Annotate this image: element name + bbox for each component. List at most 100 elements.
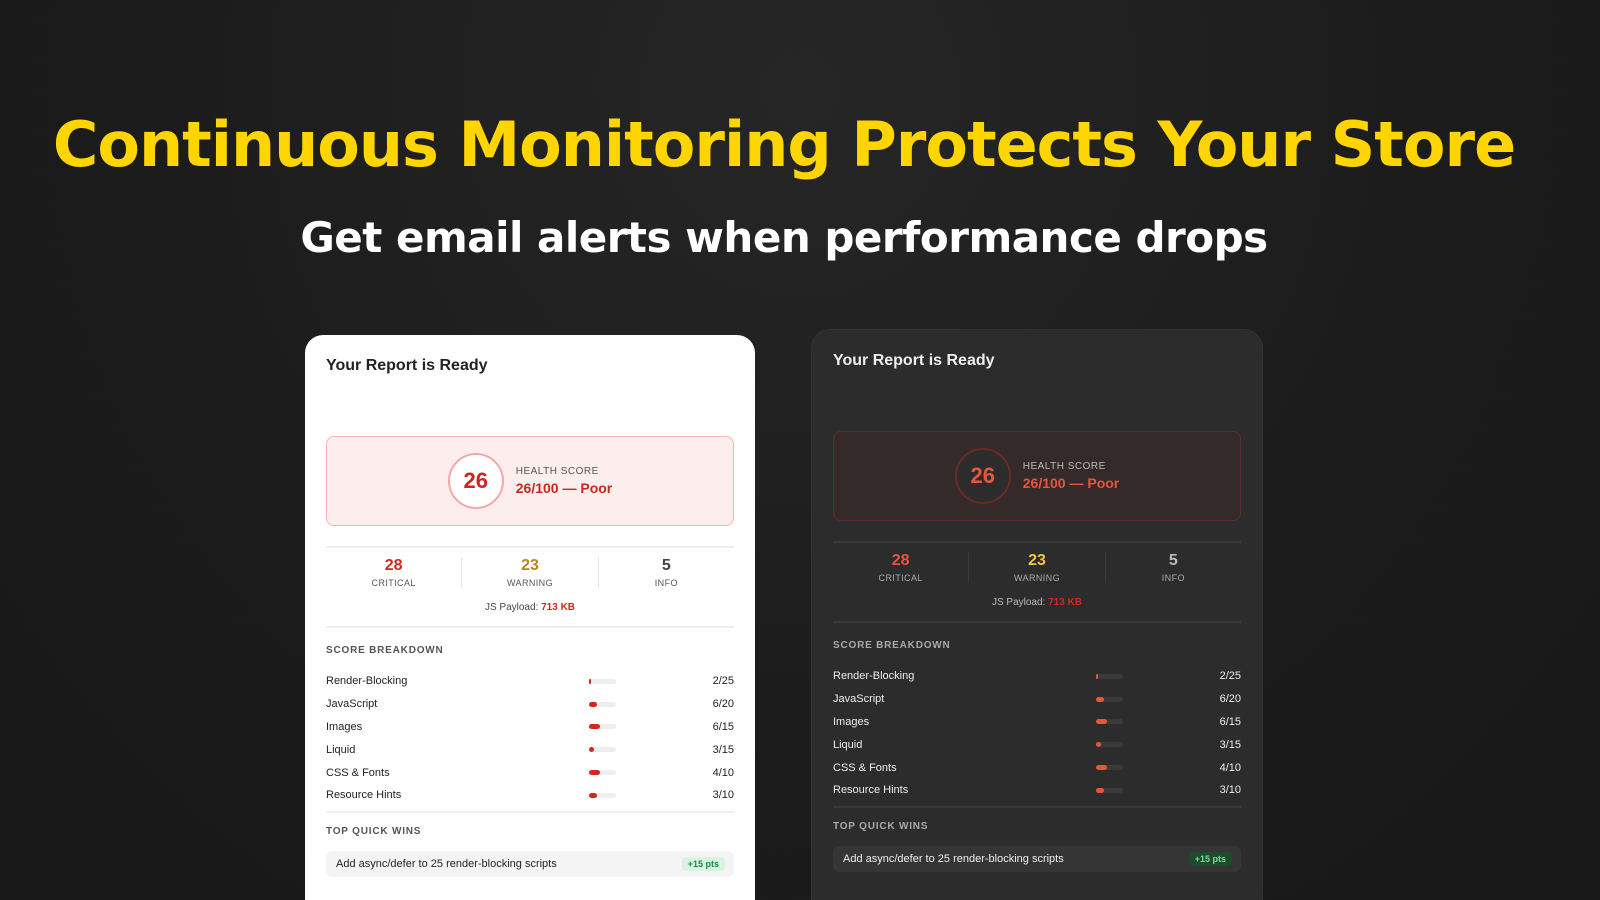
- breakdown-bar: [589, 701, 616, 707]
- breakdown-row: Resource Hints 3/10: [326, 784, 734, 807]
- breakdown-score: 4/10: [712, 766, 734, 779]
- card-title: Your Report is Ready: [833, 352, 995, 369]
- stat-label: CRITICAL: [878, 573, 923, 583]
- headline: Continuous Monitoring Protects Your Stor…: [52, 108, 1516, 181]
- divider: [326, 626, 734, 628]
- breakdown-name: Liquid: [833, 738, 863, 751]
- breakdown-title: SCORE BREAKDOWN: [326, 645, 444, 656]
- divider: [833, 621, 1241, 623]
- breakdown-bar: [1096, 673, 1123, 679]
- divider: [833, 541, 1241, 543]
- stat-value: 5: [661, 557, 671, 574]
- breakdown-score: 6/15: [1219, 715, 1241, 728]
- breakdown-bar: [589, 678, 616, 684]
- breakdown-bar-fill: [1096, 742, 1102, 748]
- stat-label: WARNING: [507, 578, 553, 588]
- breakdown-bar-fill: [1096, 787, 1105, 793]
- breakdown-name: Resource Hints: [326, 789, 402, 802]
- divider: [326, 546, 734, 548]
- stat-warning: 23 WARNING: [461, 557, 597, 588]
- breakdown-score: 3/10: [1219, 784, 1241, 797]
- breakdown-bar-fill: [1096, 696, 1105, 702]
- breakdown-name: Render-Blocking: [326, 675, 408, 688]
- breakdown-row: Render-Blocking 2/25: [833, 665, 1241, 688]
- health-score-text: 26/100 — Poor: [1022, 475, 1120, 491]
- breakdown-row: Render-Blocking 2/25: [326, 670, 734, 693]
- breakdown-name: Images: [326, 720, 363, 733]
- breakdown-bar-fill: [589, 792, 598, 798]
- payload-value: 713 KB: [1048, 597, 1083, 608]
- health-score-box: 26 HEALTH SCORE 26/100 — Poor: [833, 431, 1241, 521]
- health-score-ring: 26: [954, 448, 1011, 504]
- subheadline: Get email alerts when performance drops: [300, 213, 1268, 262]
- breakdown-bar-fill: [1096, 673, 1099, 679]
- health-score-ring: 26: [447, 453, 504, 509]
- breakdown-bar: [1096, 742, 1123, 748]
- breakdown-name: CSS & Fonts: [326, 766, 390, 779]
- breakdown-bar-fill: [589, 701, 598, 707]
- breakdown-name: Render-Blocking: [833, 670, 915, 683]
- card-title: Your Report is Ready: [326, 357, 488, 374]
- breakdown-row: Images 6/15: [326, 716, 734, 739]
- quick-wins-title: TOP QUICK WINS: [833, 821, 929, 832]
- js-payload: JS Payload: 713 KB: [326, 602, 734, 613]
- health-score-label: HEALTH SCORE: [1022, 461, 1106, 472]
- breakdown-row: Resource Hints 3/10: [833, 779, 1241, 802]
- quick-win-text: Add async/defer to 25 render-blocking sc…: [336, 858, 557, 870]
- breakdown-score: 6/20: [712, 698, 734, 711]
- breakdown-bar: [589, 792, 616, 798]
- score-breakdown: Render-Blocking 2/25 JavaScript 6/20 Ima…: [326, 670, 734, 807]
- score-breakdown: Render-Blocking 2/25 JavaScript 6/20 Ima…: [833, 665, 1241, 802]
- breakdown-name: Images: [833, 715, 870, 728]
- breakdown-row: Liquid 3/15: [833, 733, 1241, 756]
- stat-value: 23: [521, 557, 539, 574]
- breakdown-row: Images 6/15: [833, 711, 1241, 734]
- stat-critical: 28 CRITICAL: [833, 552, 968, 583]
- breakdown-score: 4/10: [1219, 761, 1241, 774]
- issue-stats: 28 CRITICAL 23 WARNING 5 INFO: [833, 552, 1241, 583]
- stat-label: WARNING: [1014, 573, 1060, 583]
- breakdown-score: 3/15: [1219, 738, 1241, 751]
- breakdown-bar: [1096, 787, 1123, 793]
- breakdown-bar: [589, 747, 616, 753]
- breakdown-row: JavaScript 6/20: [326, 693, 734, 716]
- report-card-dark: Your Report is Ready 26 HEALTH SCORE 26/…: [812, 330, 1262, 900]
- stat-info: 5 INFO: [597, 557, 734, 588]
- breakdown-bar-fill: [1096, 765, 1107, 771]
- stat-critical: 28 CRITICAL: [326, 557, 461, 588]
- stat-value: 28: [891, 552, 910, 569]
- stat-label: INFO: [1161, 573, 1185, 583]
- breakdown-score: 6/20: [1219, 693, 1241, 706]
- breakdown-bar-fill: [589, 747, 595, 753]
- health-score-label: HEALTH SCORE: [515, 466, 599, 477]
- quick-win-item[interactable]: Add async/defer to 25 render-blocking sc…: [833, 846, 1241, 872]
- issue-stats: 28 CRITICAL 23 WARNING 5 INFO: [326, 557, 734, 588]
- breakdown-bar: [589, 770, 616, 776]
- breakdown-score: 3/10: [712, 789, 734, 802]
- stat-info: 5 INFO: [1104, 552, 1241, 583]
- stat-value: 23: [1028, 552, 1046, 569]
- stat-warning: 23 WARNING: [968, 552, 1104, 583]
- breakdown-title: SCORE BREAKDOWN: [833, 640, 951, 651]
- stat-label: CRITICAL: [371, 578, 416, 588]
- breakdown-row: Liquid 3/15: [326, 738, 734, 761]
- breakdown-row: CSS & Fonts 4/10: [326, 761, 734, 784]
- breakdown-bar-fill: [589, 678, 592, 684]
- breakdown-name: JavaScript: [833, 693, 885, 706]
- health-score-text: 26/100 — Poor: [515, 480, 613, 496]
- health-score-box: 26 HEALTH SCORE 26/100 — Poor: [326, 436, 734, 526]
- breakdown-bar-fill: [589, 770, 600, 776]
- payload-value: 713 KB: [541, 602, 576, 613]
- payload-label: JS Payload:: [991, 597, 1046, 608]
- breakdown-bar: [589, 724, 616, 730]
- js-payload: JS Payload: 713 KB: [833, 597, 1241, 608]
- breakdown-row: JavaScript 6/20: [833, 688, 1241, 711]
- quick-wins-title: TOP QUICK WINS: [326, 826, 422, 837]
- quick-win-item[interactable]: Add async/defer to 25 render-blocking sc…: [326, 851, 734, 877]
- breakdown-score: 2/25: [712, 675, 734, 688]
- divider: [833, 806, 1241, 808]
- report-card-light: Your Report is Ready 26 HEALTH SCORE 26/…: [305, 335, 755, 900]
- breakdown-bar: [1096, 696, 1123, 702]
- quick-win-text: Add async/defer to 25 render-blocking sc…: [843, 853, 1064, 865]
- breakdown-bar: [1096, 719, 1123, 725]
